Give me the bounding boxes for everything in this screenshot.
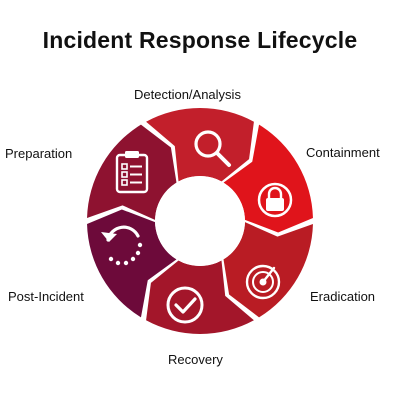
lock-icon xyxy=(257,182,293,218)
segment-eradication xyxy=(223,222,313,318)
phase-label-recovery: Recovery xyxy=(168,352,223,367)
checkmark-icon xyxy=(166,286,204,324)
ring-center xyxy=(155,176,245,266)
phase-label-detection: Detection/Analysis xyxy=(134,87,241,102)
restore-icon xyxy=(101,225,143,266)
phase-label-preparation: Preparation xyxy=(5,146,73,161)
phase-label-post-incident: Post-Incident xyxy=(8,289,84,304)
clipboard-checklist-icon xyxy=(115,151,149,194)
magnifier-icon xyxy=(194,130,231,167)
diagram-title: Incident Response Lifecycle xyxy=(42,27,358,53)
phase-label-eradication: Eradication xyxy=(310,289,376,304)
phase-label-containment: Containment xyxy=(306,145,380,160)
segment-preparation xyxy=(87,124,177,220)
radar-icon xyxy=(245,264,281,300)
